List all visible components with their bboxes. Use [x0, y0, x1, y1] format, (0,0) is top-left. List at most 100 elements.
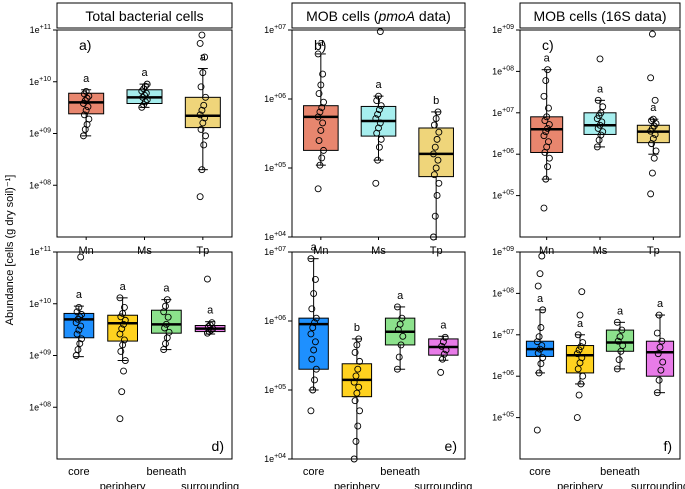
data-point	[160, 346, 168, 354]
box-iqr	[645, 340, 675, 377]
data-point	[116, 415, 124, 423]
data-point	[396, 320, 404, 328]
data-point	[196, 111, 204, 119]
data-point	[316, 108, 324, 116]
data-point	[355, 383, 363, 391]
x-tick-label: Ms	[593, 245, 608, 257]
box-iqr	[184, 96, 221, 129]
data-point	[310, 290, 318, 297]
data-point	[656, 343, 664, 351]
data-point	[120, 367, 127, 375]
box-Mn: a	[68, 73, 105, 140]
x-tick-label: surrounding	[181, 481, 239, 489]
data-point	[198, 31, 206, 39]
y-tick-label: 1e+06	[492, 148, 514, 159]
data-point	[540, 132, 548, 140]
significance-letter: a	[120, 281, 127, 293]
panel-tag: a)	[79, 37, 91, 53]
data-point	[120, 336, 128, 344]
data-point	[435, 128, 443, 136]
data-point	[648, 117, 655, 124]
data-point	[78, 335, 86, 343]
data-point	[310, 346, 318, 354]
significance-letter: a	[200, 52, 207, 64]
data-point	[435, 179, 443, 187]
x-tick-label: core	[303, 466, 324, 478]
data-point	[648, 30, 656, 38]
data-point	[439, 355, 446, 363]
data-point	[196, 39, 204, 47]
data-point	[545, 104, 552, 112]
box-surrounding: a	[194, 275, 226, 337]
data-point	[308, 355, 316, 363]
data-point	[573, 350, 581, 358]
data-point	[544, 163, 552, 171]
x-tick-label: periphery	[100, 481, 146, 489]
data-point	[351, 397, 359, 405]
data-point	[80, 111, 88, 119]
column-title-3: MOB cells (16S data)	[519, 2, 681, 29]
data-point	[533, 426, 541, 434]
significance-letter: a	[83, 73, 90, 85]
data-point	[536, 345, 544, 353]
data-point	[574, 365, 582, 373]
data-point	[202, 132, 209, 140]
y-tick-label: 1e+09	[492, 24, 514, 35]
data-point	[120, 303, 128, 311]
data-point	[616, 333, 624, 341]
data-point	[200, 101, 208, 109]
data-point	[545, 121, 553, 129]
data-point	[579, 372, 587, 380]
data-point	[143, 80, 151, 88]
data-point	[320, 146, 327, 154]
data-point	[658, 337, 666, 345]
significance-letter: a	[318, 37, 325, 49]
significance-letter: a	[440, 319, 447, 331]
box-periphery: b	[341, 322, 373, 463]
data-point	[312, 314, 320, 322]
data-point	[578, 288, 586, 296]
data-point	[649, 115, 657, 123]
data-point	[594, 96, 602, 104]
data-point	[307, 407, 315, 415]
data-point	[163, 296, 171, 304]
x-tick-label: Tp	[430, 245, 443, 257]
data-point	[203, 275, 211, 283]
data-point	[377, 102, 385, 110]
data-point	[579, 339, 587, 346]
data-point	[535, 369, 543, 377]
data-point	[311, 319, 318, 326]
data-point	[442, 346, 450, 354]
data-point	[353, 341, 361, 349]
data-point	[74, 346, 82, 354]
data-point	[440, 350, 448, 358]
column-title-2: MOB cells (pmoA data)	[291, 2, 466, 29]
box-Tp: a	[184, 31, 221, 201]
y-axis-label: Abundance [cells (g dry soil)⁻¹]	[4, 175, 16, 326]
data-point	[75, 303, 83, 311]
data-point	[650, 154, 658, 162]
column-title-1-text: Total bacterial cells	[85, 8, 203, 24]
data-point	[198, 166, 206, 174]
panel-tag: c)	[542, 37, 554, 53]
y-tick-label: 1e+09	[29, 350, 51, 361]
data-point	[312, 365, 320, 373]
y-tick-label: 1e+11	[30, 246, 51, 257]
x-tick-label: Ms	[371, 245, 386, 257]
y-tick-label: 1e+06	[264, 315, 286, 326]
data-point	[397, 341, 405, 349]
y-tick-label: 1e+07	[492, 107, 514, 118]
data-point	[545, 138, 552, 146]
data-point	[597, 131, 605, 139]
data-point	[165, 328, 173, 336]
data-point	[573, 414, 581, 422]
y-tick-label: 1e+04	[264, 453, 286, 464]
data-point	[307, 330, 315, 338]
significance-letter: a	[537, 293, 544, 305]
data-point	[350, 378, 358, 386]
significance-letter: a	[207, 305, 214, 317]
data-point	[76, 340, 84, 348]
data-point	[200, 141, 208, 149]
panel-d: 1e+08 1e+09 1e+10 1e+11 d) core peripherybenea…	[29, 246, 239, 489]
